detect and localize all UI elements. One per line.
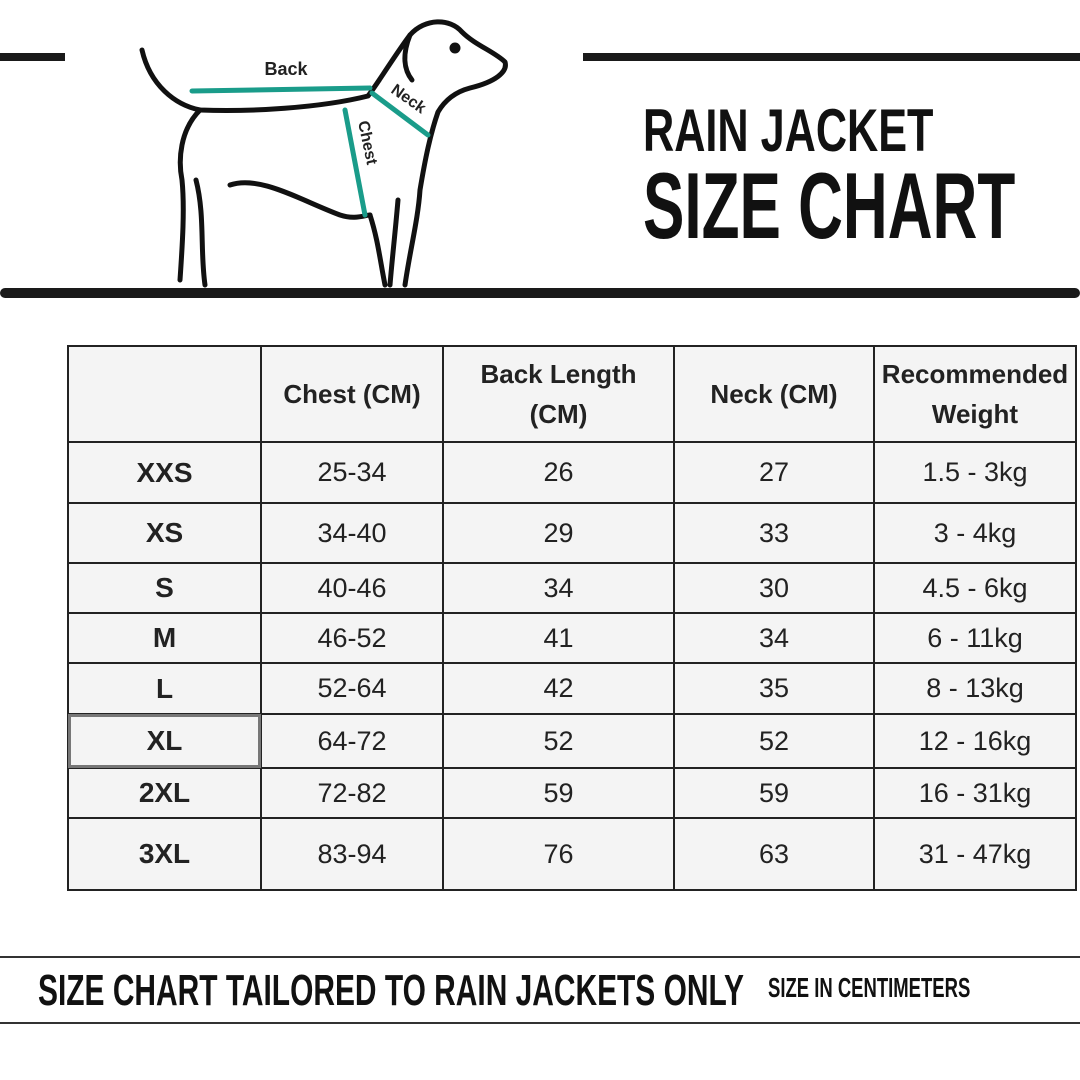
- cell: 8 - 13kg: [873, 662, 1077, 715]
- cell: 31 - 47kg: [873, 817, 1077, 891]
- size-label: 2XL: [67, 767, 262, 819]
- cell: 26: [442, 441, 675, 504]
- size-row: 2XL 72-82 59 59 16 - 31kg: [67, 767, 1077, 819]
- size-label: XS: [67, 502, 262, 564]
- cell: 72-82: [260, 767, 444, 819]
- cell: 59: [673, 767, 875, 819]
- cell: 27: [673, 441, 875, 504]
- column-header: [67, 345, 262, 443]
- size-row: XS 34-40 29 33 3 - 4kg: [67, 502, 1077, 564]
- header-row: Chest (CM) Back Length (CM) Neck (CM) Recom…: [67, 345, 1077, 443]
- measure-lines: [189, 85, 431, 218]
- cell: 6 - 11kg: [873, 612, 1077, 664]
- cell: 64-72: [260, 713, 444, 769]
- size-row: XL 64-72 52 52 12 - 16kg: [67, 713, 1077, 769]
- cell: 35: [673, 662, 875, 715]
- rule: [0, 956, 1080, 958]
- size-row: XXS 25-34 26 27 1.5 - 3kg: [67, 441, 1077, 504]
- size-label: 3XL: [67, 817, 262, 891]
- cell: 33: [673, 502, 875, 564]
- size-label: S: [67, 562, 262, 614]
- cell: 34-40: [260, 502, 444, 564]
- cell: 52: [442, 713, 675, 769]
- chest-label: Chest: [354, 119, 380, 167]
- size-row: S 40-46 34 30 4.5 - 6kg: [67, 562, 1077, 614]
- cell: 34: [442, 562, 675, 614]
- cell: 16 - 31kg: [873, 767, 1077, 819]
- cell: 29: [442, 502, 675, 564]
- cell: 46-52: [260, 612, 444, 664]
- cell: 52: [673, 713, 875, 769]
- cell: 83-94: [260, 817, 444, 891]
- cell: 59: [442, 767, 675, 819]
- cell: 63: [673, 817, 875, 891]
- cell: 1.5 - 3kg: [873, 441, 1077, 504]
- cell: 41: [442, 612, 675, 664]
- cell: 4.5 - 6kg: [873, 562, 1077, 614]
- cell: 52-64: [260, 662, 444, 715]
- cell: 30: [673, 562, 875, 614]
- size-row: L 52-64 42 35 8 - 13kg: [67, 662, 1077, 715]
- cell: 3 - 4kg: [873, 502, 1077, 564]
- size-label: L: [67, 662, 262, 715]
- title-line2: SIZE CHART: [643, 153, 1016, 258]
- size-label: XXS: [67, 441, 262, 504]
- column-header: Back Length (CM): [442, 345, 675, 443]
- footer-units: SIZE IN CENTIMETERS: [768, 972, 971, 1003]
- column-header: Recommended Weight: [873, 345, 1077, 443]
- header-art: Back Neck Chest: [0, 19, 1080, 298]
- cell: 40-46: [260, 562, 444, 614]
- size-label: M: [67, 612, 262, 664]
- dog-illustration: [139, 19, 508, 288]
- title-line1: RAIN JACKET: [643, 97, 934, 164]
- size-label: XL: [67, 713, 262, 769]
- size-row: M 46-52 41 34 6 - 11kg: [67, 612, 1077, 664]
- column-header: Neck (CM): [673, 345, 875, 443]
- cell: 76: [442, 817, 675, 891]
- rule: [0, 1022, 1080, 1024]
- size-row: 3XL 83-94 76 63 31 - 47kg: [67, 817, 1077, 891]
- cell: 25-34: [260, 441, 444, 504]
- column-header: Chest (CM): [260, 345, 444, 443]
- cell: 34: [673, 612, 875, 664]
- cell: 42: [442, 662, 675, 715]
- size-table: Chest (CM) Back Length (CM) Neck (CM) Recom…: [67, 345, 1077, 891]
- footer-note: SIZE CHART TAILORED TO RAIN JACKETS ONLY: [38, 966, 744, 1015]
- cell: 12 - 16kg: [873, 713, 1077, 769]
- back-label: Back: [264, 59, 308, 79]
